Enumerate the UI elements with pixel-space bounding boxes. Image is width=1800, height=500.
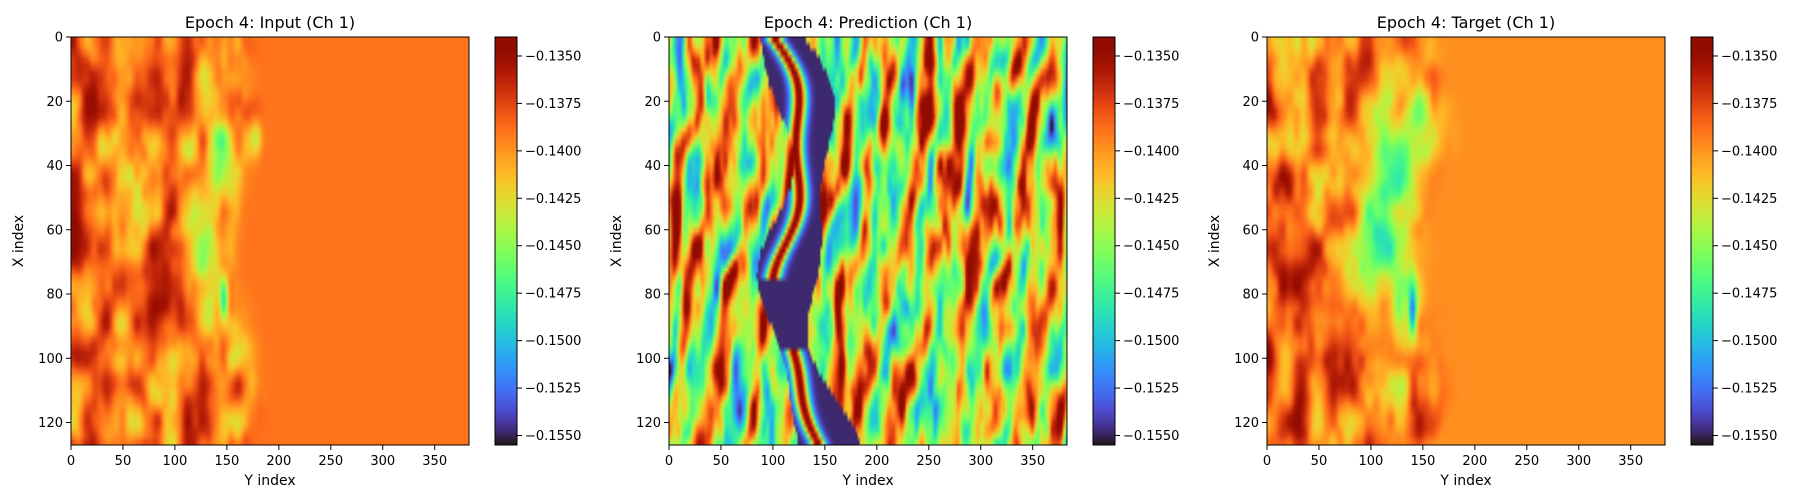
y-tick-label: 120	[636, 416, 661, 431]
x-tick-label: 250	[1514, 454, 1539, 469]
y-tick-label: 20	[644, 95, 661, 110]
colorbar-image	[1093, 37, 1115, 445]
axes-frame	[1266, 36, 1666, 446]
y-tick-label: 60	[46, 223, 63, 238]
colorbar-tick-label: −0.1475	[1721, 287, 1777, 302]
y-tick-label: 0	[653, 31, 661, 46]
chart-panel-target: Epoch 4: Target (Ch 1)0 50 100 150 200 250 300…	[1207, 13, 1777, 489]
axes-frame	[668, 36, 1068, 446]
y-tick-label: 0	[1251, 31, 1259, 46]
x-tick-label: 250	[318, 454, 343, 469]
colorbar-tick-label: −0.1375	[1721, 97, 1777, 112]
chart-title: Epoch 4: Target (Ch 1)	[1377, 13, 1555, 32]
x-tick-label: 0	[1263, 454, 1271, 469]
colorbar-tick-label: −0.1425	[1721, 192, 1777, 207]
y-tick-label: 20	[1242, 95, 1259, 110]
colorbar-tick-label: −0.1525	[1123, 382, 1179, 397]
x-tick-label: 0	[67, 454, 75, 469]
x-tick-label: 200	[1462, 454, 1487, 469]
y-tick-label: 80	[644, 288, 661, 303]
x-tick-label: 300	[1566, 454, 1591, 469]
colorbar-tick-label: −0.1525	[1721, 382, 1777, 397]
chart-panel-input: Epoch 4: Input (Ch 1)0 50 100 150 200 250 300 3…	[11, 13, 581, 489]
x-tick-label: 0	[665, 454, 673, 469]
colorbar-tick-label: −0.1500	[525, 334, 581, 349]
y-tick-label: 20	[46, 95, 63, 110]
x-tick-label: 50	[1311, 454, 1328, 469]
y-tick-label: 40	[1242, 159, 1259, 174]
colorbar-tick-label: −0.1400	[1123, 144, 1179, 159]
colorbar-tick-label: −0.1500	[1123, 334, 1179, 349]
colorbar-tick-label: −0.1425	[1123, 192, 1179, 207]
colorbar-tick-label: −0.1425	[525, 192, 581, 207]
colorbar-tick-label: −0.1375	[1123, 97, 1179, 112]
y-tick-label: 120	[1234, 416, 1259, 431]
colorbar-tick-label: −0.1475	[1123, 287, 1179, 302]
chart-title: Epoch 4: Prediction (Ch 1)	[764, 13, 972, 32]
x-tick-label: 200	[864, 454, 889, 469]
x-tick-label: 150	[214, 454, 239, 469]
heatmap-image	[1267, 37, 1665, 445]
x-tick-label: 300	[968, 454, 993, 469]
colorbar-tick-label: −0.1550	[1123, 429, 1179, 444]
y-tick-label: 40	[46, 159, 63, 174]
x-tick-label: 100	[163, 454, 188, 469]
x-tick-label: 350	[1618, 454, 1643, 469]
colorbar-tick-label: −0.1400	[525, 144, 581, 159]
x-tick-label: 100	[761, 454, 786, 469]
y-tick-label: 80	[1242, 288, 1259, 303]
colorbar-tick-label: −0.1550	[1721, 429, 1777, 444]
y-tick-label: 0	[55, 31, 63, 46]
heatmap-image	[71, 37, 469, 445]
colorbar-frame	[1092, 36, 1116, 446]
axes-frame	[70, 36, 470, 446]
colorbar-tick-label: −0.1550	[525, 429, 581, 444]
x-tick-label: 350	[1020, 454, 1045, 469]
y-tick-label: 100	[38, 352, 63, 367]
x-tick-label: 200	[266, 454, 291, 469]
colorbar-tick-label: −0.1450	[525, 239, 581, 254]
colorbar-tick-label: −0.1450	[1721, 239, 1777, 254]
y-tick-label: 120	[38, 416, 63, 431]
y-tick-label: 80	[46, 288, 63, 303]
y-tick-label: 40	[644, 159, 661, 174]
colorbar-tick-label: −0.1350	[525, 49, 581, 64]
y-tick-label: 100	[1234, 352, 1259, 367]
x-tick-label: 50	[713, 454, 730, 469]
colorbar-tick-label: −0.1525	[525, 382, 581, 397]
x-tick-label: 250	[916, 454, 941, 469]
y-axis-label: X index	[11, 215, 27, 267]
colorbar-tick-label: −0.1400	[1721, 144, 1777, 159]
y-tick-label: 60	[644, 223, 661, 238]
x-tick-label: 350	[422, 454, 447, 469]
colorbar-frame	[1690, 36, 1714, 446]
colorbar-image	[1691, 37, 1713, 445]
colorbar-tick-label: −0.1350	[1721, 49, 1777, 64]
x-tick-label: 100	[1359, 454, 1384, 469]
y-tick-label: 100	[636, 352, 661, 367]
x-tick-label: 300	[370, 454, 395, 469]
colorbar-tick-label: −0.1450	[1123, 239, 1179, 254]
x-axis-label: Y index	[243, 473, 295, 489]
colorbar-tick-label: −0.1500	[1721, 334, 1777, 349]
y-axis-label: X index	[609, 215, 625, 267]
colorbar-tick-label: −0.1375	[525, 97, 581, 112]
x-tick-label: 150	[812, 454, 837, 469]
y-axis-label: X index	[1207, 215, 1223, 267]
colorbar-tick-label: −0.1475	[525, 287, 581, 302]
colorbar-tick-label: −0.1350	[1123, 49, 1179, 64]
heatmap-image	[669, 37, 1067, 445]
chart-title: Epoch 4: Input (Ch 1)	[185, 13, 355, 32]
x-axis-label: Y index	[841, 473, 893, 489]
colorbar-image	[495, 37, 517, 445]
colorbar-frame	[494, 36, 518, 446]
chart-panel-prediction: Epoch 4: Prediction (Ch 1)0 50 100 150 200 25…	[609, 13, 1179, 489]
x-tick-label: 150	[1410, 454, 1435, 469]
x-axis-label: Y index	[1439, 473, 1491, 489]
y-tick-label: 60	[1242, 223, 1259, 238]
x-tick-label: 50	[115, 454, 132, 469]
